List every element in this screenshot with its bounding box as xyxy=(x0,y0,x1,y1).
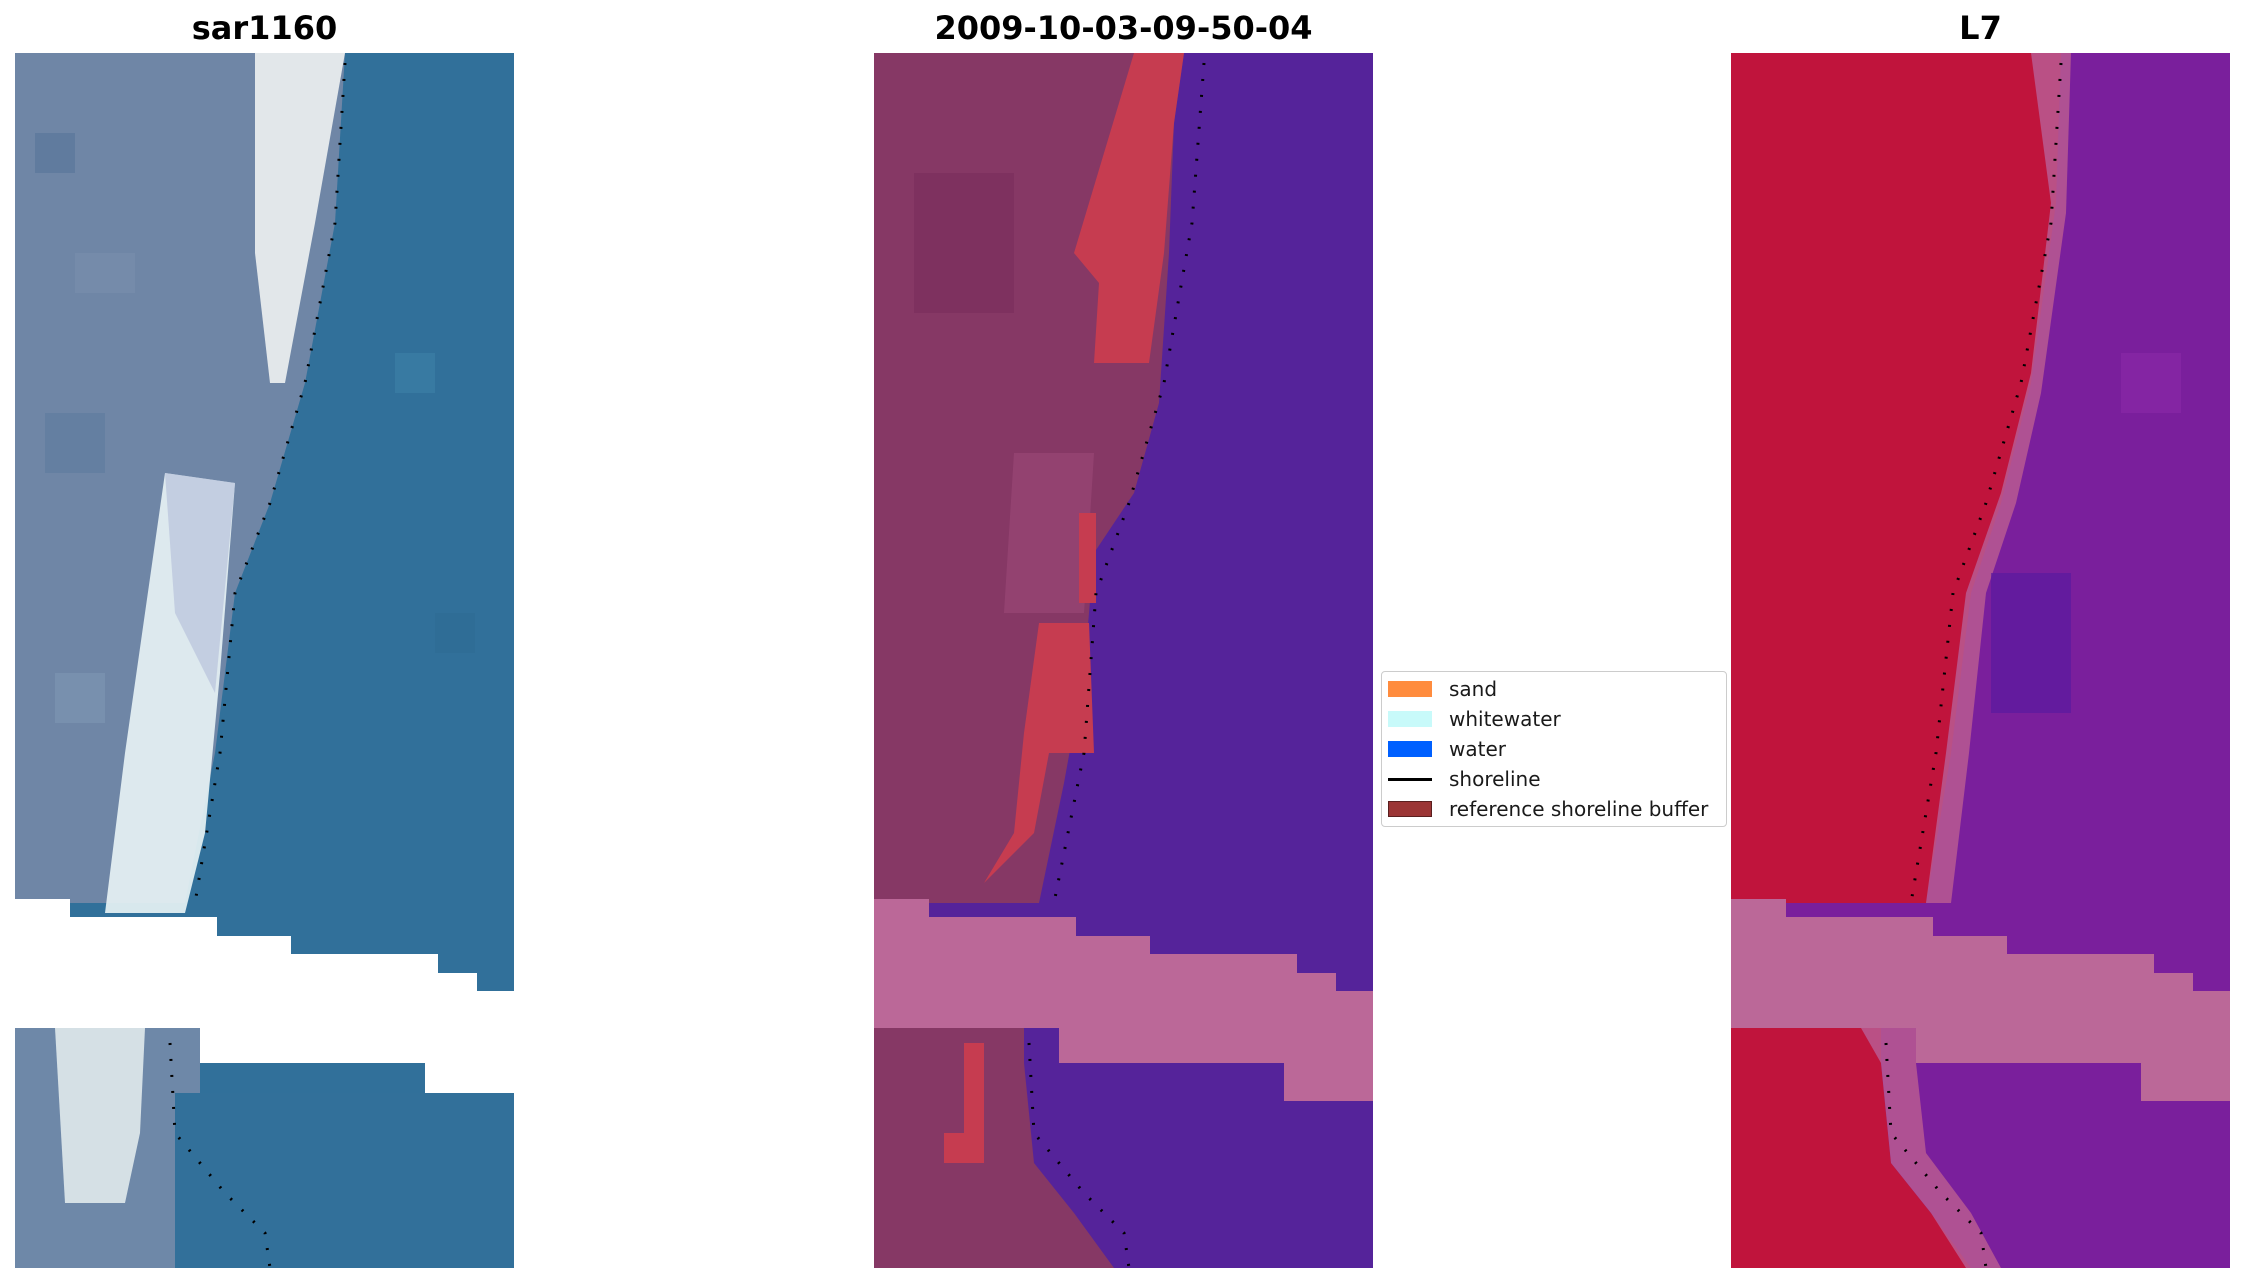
beach-strip xyxy=(255,53,345,383)
legend-item-shoreline: shoreline xyxy=(1388,764,1541,794)
reference-shoreline-buffer xyxy=(944,1043,984,1163)
sand-swatch xyxy=(1388,681,1432,697)
water-area xyxy=(175,1093,514,1268)
panel-title-rgb: sar1160 xyxy=(191,9,338,47)
shore-transition xyxy=(1861,1028,2001,1268)
legend-item-sand: sand xyxy=(1388,674,1497,704)
pixel xyxy=(55,673,105,723)
shoreline xyxy=(193,62,347,904)
legend: sand whitewater water shoreline referenc… xyxy=(1381,671,1727,827)
legend-label: sand xyxy=(1449,677,1498,701)
legend-label: shoreline xyxy=(1449,767,1541,791)
legend-label: reference shoreline buffer xyxy=(1449,797,1709,821)
land-shade xyxy=(914,173,1014,313)
land-shade xyxy=(1004,453,1094,613)
pixel xyxy=(1991,573,2071,713)
beach-shade xyxy=(165,473,235,693)
reference-shoreline-buffer xyxy=(1074,53,1184,363)
legend-label: water xyxy=(1449,737,1506,761)
shore-transition xyxy=(1926,53,2071,903)
legend-item-reference-buffer: reference shoreline buffer xyxy=(1388,794,1708,824)
pixel xyxy=(35,133,75,173)
legend-item-whitewater: whitewater xyxy=(1388,704,1561,734)
nodata-gap xyxy=(15,899,514,1101)
panel-title-index: L7 xyxy=(1959,9,2002,47)
shoreline-line-swatch xyxy=(1388,777,1432,781)
pixel xyxy=(435,613,475,653)
nodata-band xyxy=(1731,899,2230,1101)
pixel xyxy=(45,413,105,473)
legend-label: whitewater xyxy=(1449,707,1561,731)
water-swatch xyxy=(1388,741,1432,757)
shoreline xyxy=(1052,62,1206,904)
land-area xyxy=(1731,1028,1971,1268)
legend-item-water: water xyxy=(1388,734,1506,764)
panel-title-classified: 2009-10-03-09-50-04 xyxy=(934,9,1313,47)
pixel xyxy=(395,353,435,393)
reference-shoreline-buffer xyxy=(984,623,1094,883)
pixel xyxy=(2121,353,2181,413)
rgb-image-panel xyxy=(15,53,514,1268)
whitewater-swatch xyxy=(1388,711,1432,727)
reference-shoreline-buffer xyxy=(1079,513,1096,603)
reference-buffer-swatch xyxy=(1388,801,1432,817)
index-image-panel xyxy=(1731,53,2230,1268)
beach-strip xyxy=(55,1028,145,1203)
classified-image-panel xyxy=(874,53,1373,1268)
nodata-band xyxy=(874,899,1373,1101)
land-area xyxy=(874,1028,1114,1268)
land-area xyxy=(1731,53,2061,903)
pixel xyxy=(75,253,135,293)
shoreline xyxy=(1909,62,2063,904)
